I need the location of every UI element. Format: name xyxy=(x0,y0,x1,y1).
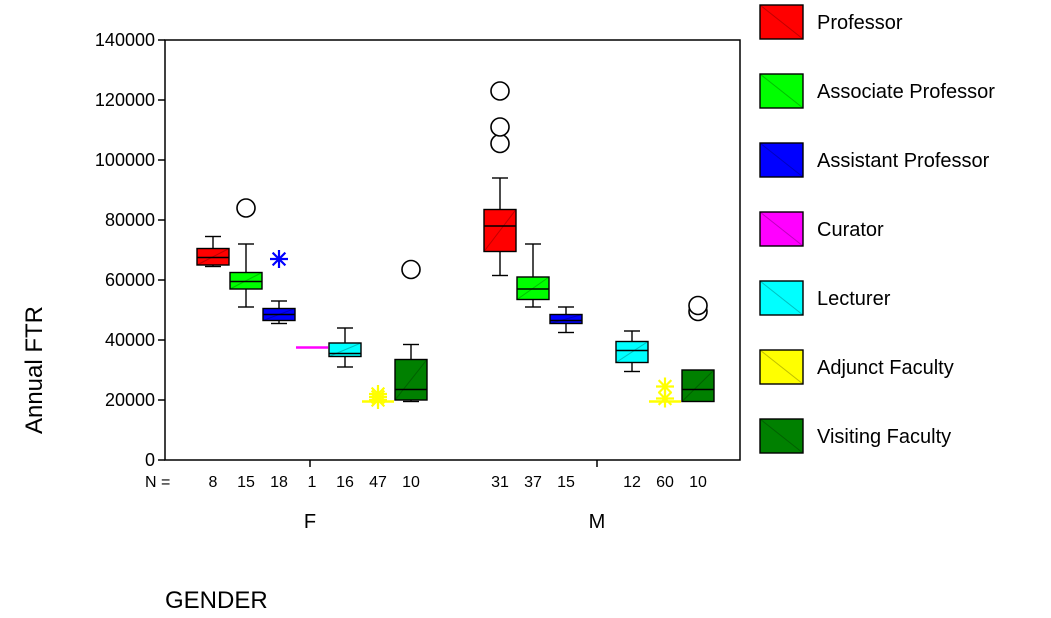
x-axis-label: GENDER xyxy=(165,587,268,614)
legend-swatch-hatch xyxy=(759,349,804,385)
legend-label: Assistant Professor xyxy=(817,150,990,172)
legend-swatch-hatch xyxy=(759,142,804,178)
extreme-point xyxy=(271,251,287,267)
group-label-m: M xyxy=(589,511,606,533)
n-count: 60 xyxy=(656,474,674,491)
n-count: 18 xyxy=(270,474,288,491)
y-tick-label: 60000 xyxy=(105,270,155,290)
box-hatch xyxy=(615,341,649,363)
legend-swatch-hatch xyxy=(759,4,804,40)
y-tick-label: 80000 xyxy=(105,210,155,230)
n-count: 31 xyxy=(491,474,509,491)
legend-label: Professor xyxy=(817,12,903,34)
box xyxy=(394,358,428,401)
y-tick-label: 120000 xyxy=(95,90,155,110)
outlier-point xyxy=(688,295,708,316)
n-count: 37 xyxy=(524,474,542,491)
box xyxy=(549,313,583,325)
legend-label: Curator xyxy=(817,219,884,241)
outlier-point xyxy=(490,81,510,101)
legend-label: Associate Professor xyxy=(817,81,995,103)
legend-swatch xyxy=(759,142,804,178)
n-count: 10 xyxy=(689,474,707,491)
outlier-point xyxy=(490,117,510,137)
group-label-f: F xyxy=(304,511,316,533)
y-tick-label: 40000 xyxy=(105,330,155,350)
y-tick-label: 0 xyxy=(145,450,155,470)
box-hatch xyxy=(483,209,517,252)
extreme-point xyxy=(657,379,673,394)
box xyxy=(483,208,517,253)
legend-label: Lecturer xyxy=(817,288,891,310)
legend-swatch xyxy=(759,4,804,40)
legend-swatch xyxy=(759,349,804,385)
outlier-point xyxy=(490,133,510,154)
extreme-point xyxy=(657,391,673,406)
n-count: 47 xyxy=(369,474,387,491)
legend-label: Visiting Faculty xyxy=(817,426,951,448)
n-count: 15 xyxy=(237,474,255,491)
box-hatch xyxy=(394,359,428,401)
y-axis-label: Annual FTR xyxy=(21,306,48,434)
legend-swatch xyxy=(759,211,804,247)
plot-frame xyxy=(164,39,741,461)
y-tick-label: 20000 xyxy=(105,390,155,410)
outlier-point xyxy=(236,198,256,218)
outlier-point xyxy=(401,259,421,280)
n-prefix: N = xyxy=(145,474,170,491)
legend-swatch-hatch xyxy=(759,418,804,454)
extreme-point xyxy=(370,386,386,402)
box-hatch xyxy=(549,314,583,324)
legend-label: Adjunct Faculty xyxy=(817,357,954,379)
n-count: 8 xyxy=(209,474,218,491)
n-count: 10 xyxy=(402,474,420,491)
n-count: 12 xyxy=(623,474,641,491)
box xyxy=(615,340,649,364)
legend-swatch-hatch xyxy=(759,280,804,316)
y-tick-label: 100000 xyxy=(95,150,155,170)
legend-swatch xyxy=(759,280,804,316)
n-count: 15 xyxy=(557,474,575,491)
legend-swatch-hatch xyxy=(759,73,804,109)
box-hatch xyxy=(681,369,715,402)
n-count: 16 xyxy=(336,474,354,491)
n-count: 1 xyxy=(308,474,317,491)
legend-swatch xyxy=(759,73,804,109)
legend-swatch-hatch xyxy=(759,211,804,247)
y-tick-label: 140000 xyxy=(95,30,155,50)
box xyxy=(681,369,715,403)
legend-swatch xyxy=(759,418,804,454)
